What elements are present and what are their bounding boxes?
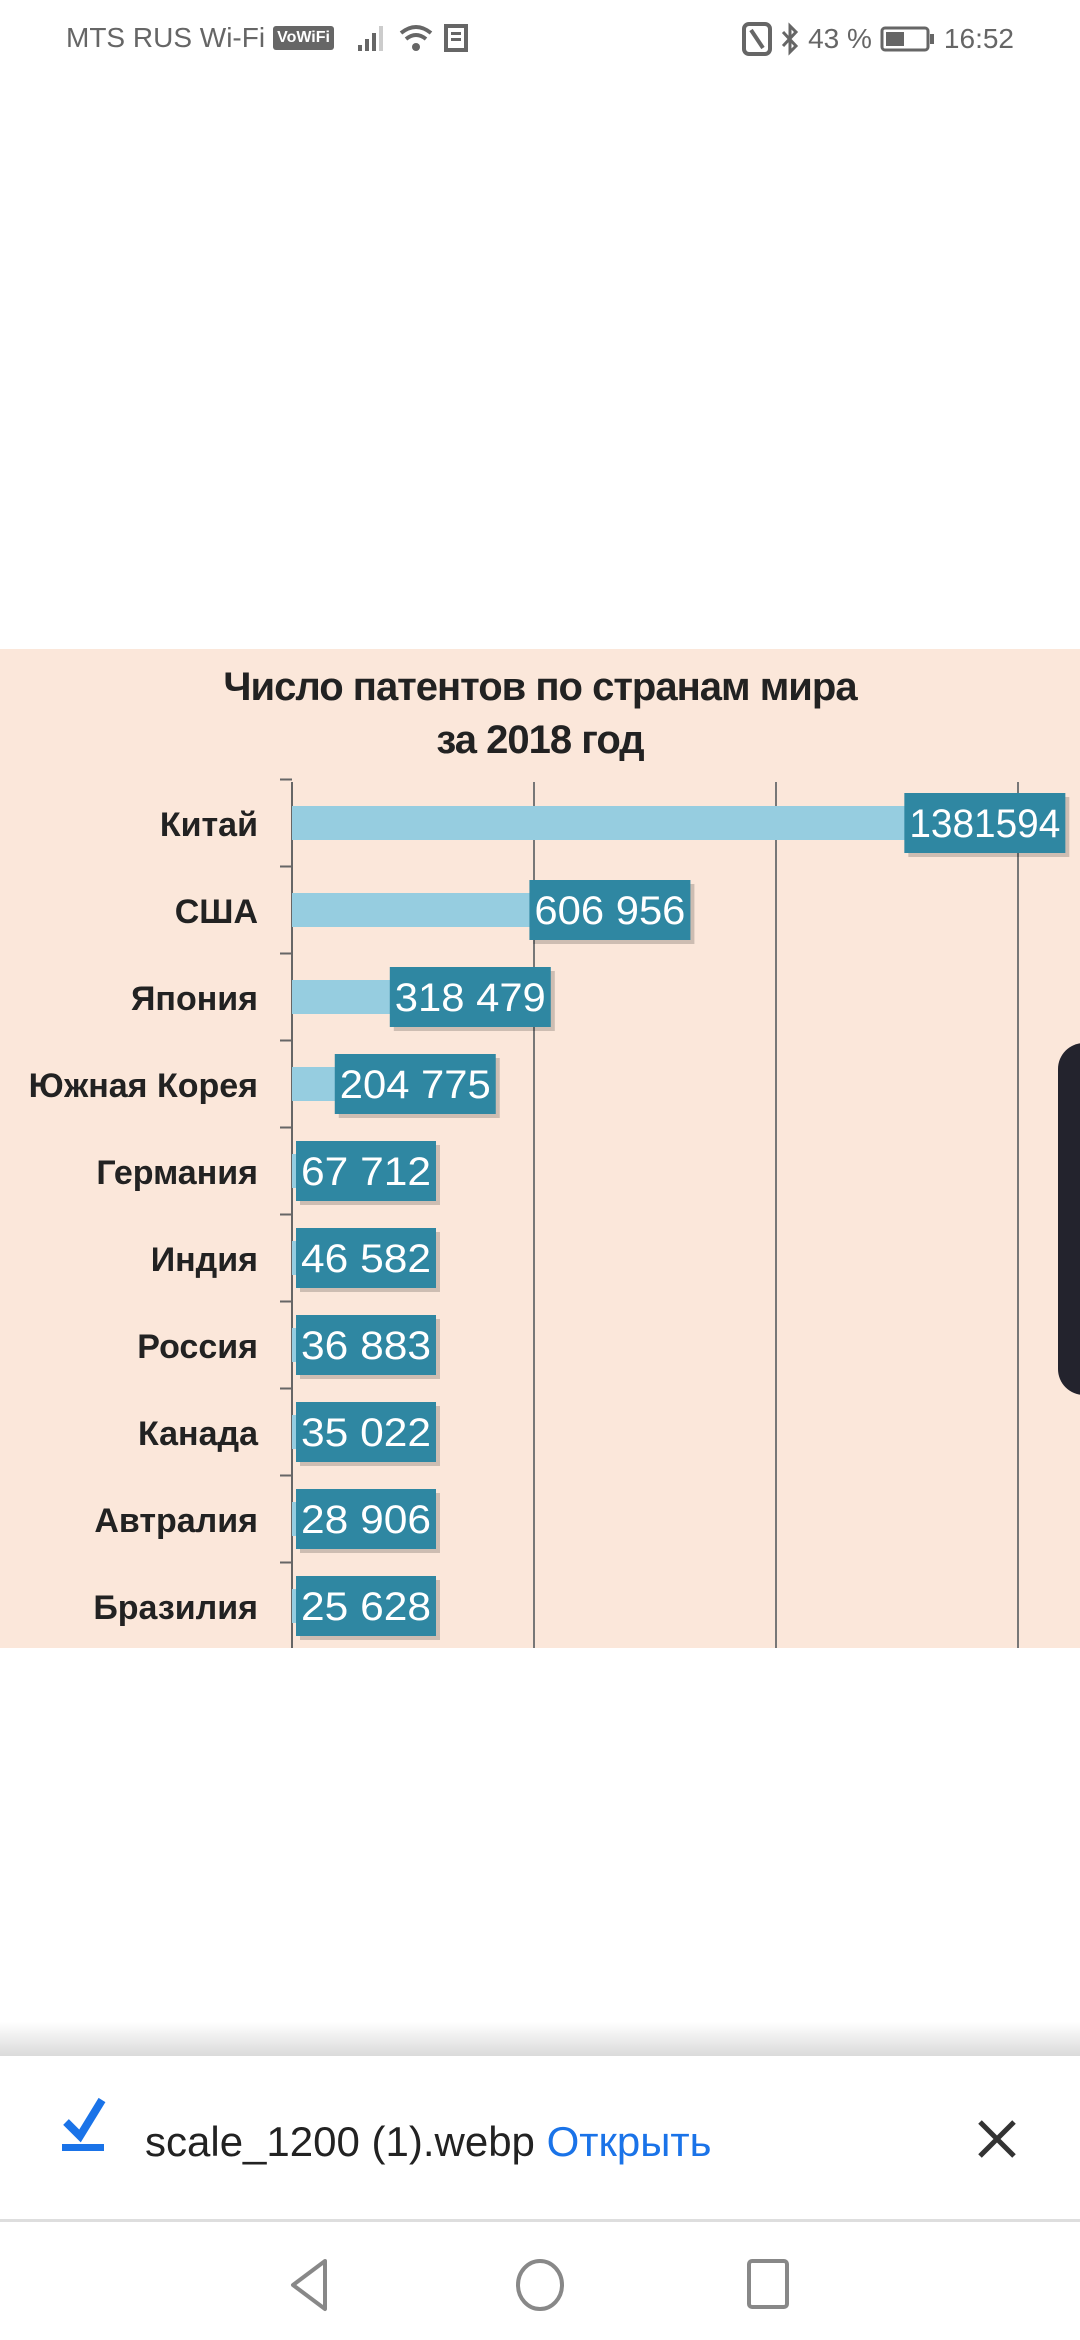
category-label: Южная Корея bbox=[29, 1067, 258, 1105]
signal-icon bbox=[357, 26, 383, 51]
value-label: 67 712 bbox=[301, 1150, 431, 1194]
download-filename-row: scale_1200 (1).webp Открыть bbox=[145, 2118, 712, 2166]
download-bar-shadow bbox=[0, 2022, 1080, 2058]
chart-title-line1: Число патентов по странам мира bbox=[223, 665, 857, 709]
category-label: Германия bbox=[96, 1154, 258, 1192]
open-download-link[interactable]: Открыть bbox=[546, 2118, 712, 2165]
overlay-edge bbox=[1058, 1043, 1080, 1395]
value-label-box bbox=[389, 967, 551, 1027]
value-label-box bbox=[296, 1576, 436, 1636]
status-bar: MTS RUS Wi-Fi VoWiFi 43 % 16:52 bbox=[0, 0, 1080, 80]
value-label-box bbox=[296, 1141, 436, 1201]
category-label: США bbox=[175, 893, 258, 931]
value-label-box bbox=[904, 793, 1066, 853]
value-label: 28 906 bbox=[301, 1498, 431, 1542]
navigation-bar bbox=[0, 2225, 1080, 2340]
wifi-icon bbox=[399, 25, 433, 51]
bluetooth-icon bbox=[781, 22, 799, 56]
value-label-box bbox=[334, 1054, 496, 1114]
value-label-box bbox=[296, 1315, 436, 1375]
category-label: Россия bbox=[137, 1328, 258, 1366]
back-icon[interactable] bbox=[285, 2257, 335, 2313]
value-label: 318 479 bbox=[395, 976, 546, 1020]
bar bbox=[292, 893, 534, 927]
carrier-name: MTS RUS Wi-Fi bbox=[66, 22, 266, 53]
value-label: 606 956 bbox=[534, 889, 685, 933]
category-label: Канада bbox=[138, 1415, 259, 1453]
battery-icon bbox=[880, 26, 934, 52]
news-icon bbox=[443, 24, 468, 52]
category-label: Индия bbox=[151, 1241, 258, 1279]
recents-icon[interactable] bbox=[745, 2257, 791, 2313]
bar-chart: Китай 1381594 США 606 956 Япония 318 479 Южная… bbox=[29, 778, 1070, 1648]
bar bbox=[292, 980, 394, 1014]
category-label: Япония bbox=[131, 980, 258, 1018]
bar bbox=[292, 806, 909, 840]
nfc-icon bbox=[742, 22, 773, 56]
download-bar: scale_1200 (1).webp Открыть bbox=[0, 2056, 1080, 2222]
download-filename: scale_1200 (1).webp bbox=[145, 2118, 535, 2165]
clock: 16:52 bbox=[943, 23, 1014, 54]
value-label: 46 582 bbox=[301, 1237, 431, 1281]
vowifi-badge: VoWiFi bbox=[273, 26, 334, 50]
category-label: Китай bbox=[160, 806, 258, 844]
value-label-box bbox=[296, 1228, 436, 1288]
category-label: Автралия bbox=[94, 1502, 258, 1540]
value-label-box bbox=[529, 880, 691, 940]
home-icon[interactable] bbox=[513, 2257, 567, 2313]
value-label: 36 883 bbox=[301, 1324, 431, 1368]
value-label: 35 022 bbox=[301, 1411, 431, 1455]
category-label: Бразилия bbox=[93, 1589, 258, 1627]
chart-title: Число патентов по странам мира за 2018 г… bbox=[0, 661, 1080, 767]
download-complete-icon bbox=[62, 2097, 106, 2151]
value-label: 1381594 bbox=[909, 802, 1060, 846]
battery-percent: 43 % bbox=[808, 23, 872, 54]
close-icon[interactable] bbox=[972, 2114, 1022, 2164]
value-label-box bbox=[296, 1402, 436, 1462]
value-label: 25 628 bbox=[301, 1585, 431, 1629]
bar bbox=[292, 1067, 339, 1101]
chart-title-line2: за 2018 год bbox=[436, 718, 644, 762]
value-label: 204 775 bbox=[340, 1063, 491, 1107]
value-label-box bbox=[296, 1489, 436, 1549]
chart-image: Число патентов по странам мира за 2018 г… bbox=[0, 649, 1080, 1648]
